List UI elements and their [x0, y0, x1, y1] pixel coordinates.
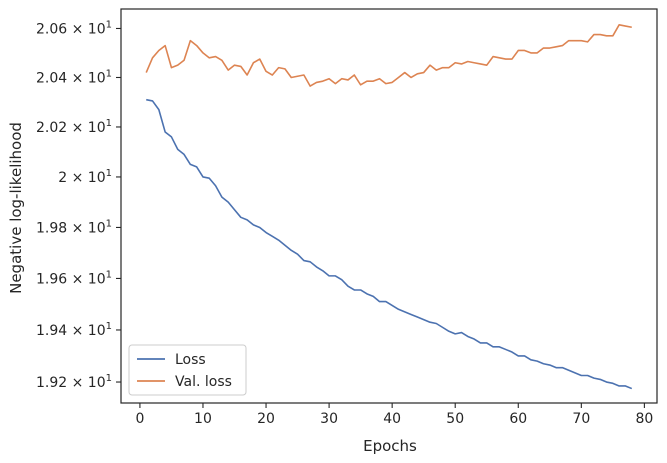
- plot-frame: [120, 8, 658, 404]
- x-tick-label-7: 70: [572, 411, 590, 427]
- x-tick-label-5: 50: [446, 411, 464, 427]
- series-line-1: [145, 24, 632, 87]
- x-tick-label-4: 40: [383, 411, 401, 427]
- axes: 0 10 20 30 40 50 60 70 80 1.92 × 101 1.94 × 101 1.9…: [36, 8, 658, 427]
- x-tick-label-8: 80: [635, 411, 653, 427]
- x-tick-label-6: 60: [509, 411, 527, 427]
- y-tick-label-7: 2.06 × 101: [36, 19, 112, 37]
- x-tick-label-1: 10: [194, 411, 212, 427]
- legend-label-1: Val. loss: [175, 374, 232, 390]
- series-line-0: [146, 98, 633, 390]
- legend-box: [128, 344, 247, 396]
- y-tick-label-4: 2 × 101: [58, 168, 112, 186]
- y-tick-label-2: 1.96 × 101: [36, 269, 112, 287]
- y-tick-label-0: 1.92 × 101: [36, 373, 112, 391]
- x-tick-label-2: 20: [257, 411, 275, 427]
- y-axis-label: Negative log-likelihood: [7, 122, 25, 294]
- plot-area: [145, 24, 633, 390]
- x-axis-label: Epochs: [363, 437, 417, 455]
- x-tick-label-0: 0: [135, 411, 144, 427]
- y-tick-label-5: 2.02 × 101: [36, 118, 112, 136]
- legend-label-0: Loss: [175, 352, 206, 368]
- x-tick-label-3: 30: [320, 411, 338, 427]
- legend: Loss Val. loss: [128, 344, 247, 396]
- y-tick-label-1: 1.94 × 101: [36, 321, 112, 339]
- y-tick-label-6: 2.04 × 101: [36, 68, 112, 86]
- y-tick-label-3: 1.98 × 101: [36, 218, 112, 236]
